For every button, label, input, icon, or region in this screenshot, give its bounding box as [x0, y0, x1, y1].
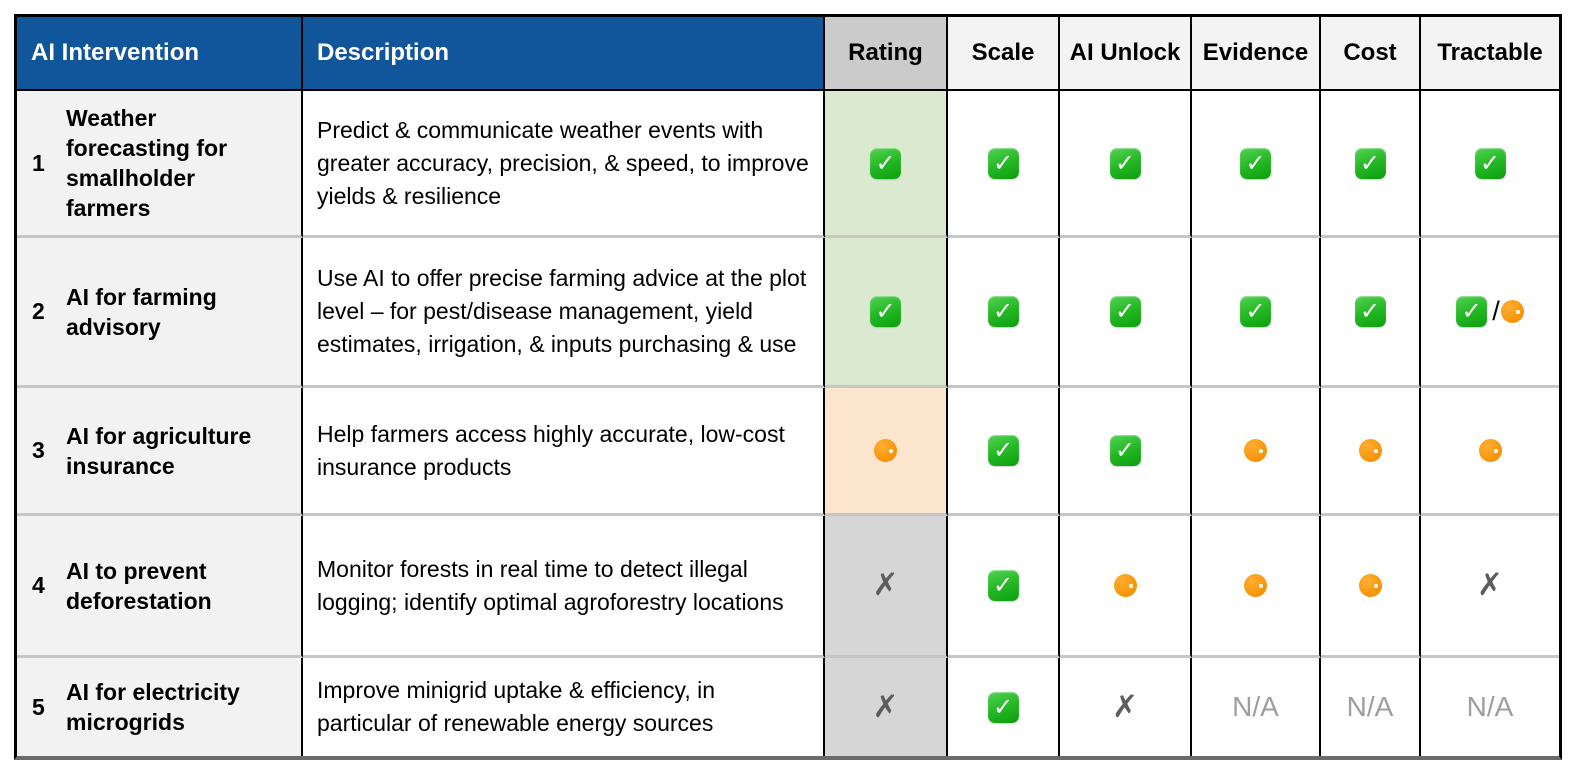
- row-number: 3: [32, 437, 45, 463]
- row-number: 2: [32, 298, 45, 324]
- tractable-cell: N/A: [1421, 658, 1559, 756]
- orange-circle-icon: [874, 439, 897, 462]
- evidence-cell: [1192, 516, 1321, 658]
- check-icon: ✓: [870, 296, 901, 327]
- scale-cell: ✓: [948, 238, 1060, 388]
- orange-circle-icon: [1113, 574, 1137, 597]
- check-icon: ✓: [1354, 147, 1386, 179]
- description-cell: Use AI to offer precise farming advice a…: [303, 238, 825, 388]
- check-icon: ✓: [987, 691, 1019, 723]
- evidence-cell: [1192, 388, 1321, 516]
- description-cell: Predict & communicate weather events wit…: [303, 91, 825, 238]
- intervention-name: AI for agriculture insurance: [66, 422, 252, 479]
- cost-cell: ✓: [1321, 91, 1421, 238]
- column-header-scale: Scale: [948, 17, 1060, 91]
- scale-cell: ✓: [948, 516, 1060, 658]
- ai-unlock-cell: [1060, 516, 1192, 658]
- rating-cell: ✗: [825, 516, 948, 658]
- intervention-name: AI for farming advisory: [66, 283, 217, 340]
- orange-circle-icon: [1244, 574, 1267, 597]
- na-value: N/A: [1232, 691, 1279, 722]
- evidence-cell: ✓: [1192, 238, 1321, 388]
- column-header-tractable: Tractable: [1421, 17, 1559, 91]
- description-text: Monitor forests in real time to detect i…: [317, 555, 784, 615]
- na-value: N/A: [1466, 691, 1514, 722]
- cost-cell: N/A: [1321, 658, 1421, 756]
- check-icon: ✓: [870, 147, 901, 179]
- check-icon: ✓: [987, 570, 1019, 601]
- evidence-cell: ✓: [1192, 91, 1321, 238]
- intervention-cell: 4 AI to prevent deforestation: [17, 516, 303, 658]
- scale-cell: ✓: [948, 91, 1060, 238]
- column-header-evidence: Evidence: [1192, 17, 1321, 91]
- cost-cell: [1321, 516, 1421, 658]
- description-text: Help farmers access highly accurate, low…: [317, 420, 785, 480]
- row-number: 5: [32, 693, 45, 720]
- x-mark-icon: ✗: [1477, 567, 1503, 603]
- description-cell: Monitor forests in real time to detect i…: [303, 516, 825, 658]
- intervention-name: AI for electricity microgrids: [66, 679, 240, 735]
- na-value: N/A: [1346, 691, 1394, 722]
- column-header-ai-unlock: AI Unlock: [1060, 17, 1192, 91]
- ai-interventions-table: AI Intervention Description Rating Scale AI …: [14, 14, 1562, 760]
- column-header-description: Description: [303, 17, 825, 91]
- intervention-cell: 2 AI for farming advisory: [17, 238, 303, 388]
- check-icon: ✓: [1354, 296, 1386, 327]
- cost-cell: [1321, 388, 1421, 516]
- orange-circle-icon: [1358, 439, 1382, 462]
- rating-cell: [825, 388, 948, 516]
- intervention-cell: 3 AI for agriculture insurance: [17, 388, 303, 516]
- check-icon: ✓: [1240, 296, 1271, 327]
- tractable-cell: ✓ /: [1421, 238, 1559, 388]
- row-number: 1: [32, 149, 45, 176]
- rating-cell: ✗: [825, 658, 948, 756]
- column-header-cost: Cost: [1321, 17, 1421, 91]
- column-header-rating: Rating: [825, 17, 948, 91]
- orange-circle-icon: [1478, 439, 1502, 462]
- orange-circle-icon: [1244, 439, 1267, 462]
- x-mark-icon: ✗: [872, 688, 899, 725]
- intervention-cell: 1 Weather forecasting for smallholder far…: [17, 91, 303, 238]
- intervention-name: Weather forecasting for smallholder farm…: [66, 105, 228, 221]
- x-mark-icon: ✗: [1112, 688, 1138, 725]
- description-text: Improve minigrid uptake & efficiency, in…: [317, 677, 715, 736]
- row-number: 4: [32, 572, 45, 598]
- check-icon: ✓: [987, 296, 1019, 327]
- tractable-cell: [1421, 388, 1559, 516]
- check-icon: ✓: [1109, 147, 1141, 179]
- ai-unlock-cell: ✗: [1060, 658, 1192, 756]
- description-cell: Help farmers access highly accurate, low…: [303, 388, 825, 516]
- orange-circle-icon: [1500, 300, 1524, 323]
- evidence-cell: N/A: [1192, 658, 1321, 756]
- rating-cell: ✓: [825, 238, 948, 388]
- description-text: Predict & communicate weather events wit…: [317, 116, 809, 209]
- rating-cell: ✓: [825, 91, 948, 238]
- check-icon: ✓: [1456, 296, 1488, 327]
- scale-cell: ✓: [948, 388, 1060, 516]
- intervention-name: AI to prevent deforestation: [66, 557, 212, 614]
- slash-separator: /: [1492, 296, 1500, 326]
- x-mark-icon: ✗: [872, 567, 899, 603]
- description-cell: Improve minigrid uptake & efficiency, in…: [303, 658, 825, 756]
- check-icon: ✓: [987, 435, 1019, 466]
- intervention-cell: 5 AI for electricity microgrids: [17, 658, 303, 756]
- ai-unlock-cell: ✓: [1060, 91, 1192, 238]
- orange-circle-icon: [1358, 574, 1382, 597]
- check-icon: ✓: [1240, 147, 1271, 179]
- check-icon: ✓: [987, 147, 1019, 179]
- check-icon: ✓: [1474, 147, 1506, 179]
- cost-cell: ✓: [1321, 238, 1421, 388]
- tractable-cell: ✗: [1421, 516, 1559, 658]
- ai-unlock-cell: ✓: [1060, 238, 1192, 388]
- tractable-cell: ✓: [1421, 91, 1559, 238]
- check-icon: ✓: [1109, 435, 1141, 466]
- scale-cell: ✓: [948, 658, 1060, 756]
- column-header-ai-intervention: AI Intervention: [17, 17, 303, 91]
- ai-unlock-cell: ✓: [1060, 388, 1192, 516]
- description-text: Use AI to offer precise farming advice a…: [317, 265, 807, 357]
- check-icon: ✓: [1109, 296, 1141, 327]
